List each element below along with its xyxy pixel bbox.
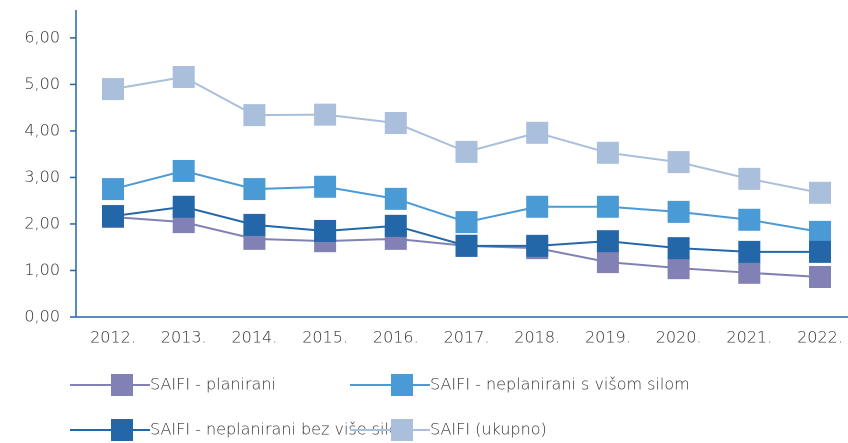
marker [667, 151, 690, 174]
y-tick-label: 1,00 [24, 260, 60, 279]
marker [102, 178, 124, 201]
marker [526, 234, 549, 257]
legend-label: SAIFI - neplanirani bez više silom [150, 420, 414, 439]
marker [314, 219, 337, 242]
y-tick-label: 0,00 [24, 307, 60, 326]
marker [596, 251, 619, 274]
marker [172, 195, 195, 218]
marker [172, 65, 195, 88]
legend-label: SAIFI (ukupno) [430, 420, 547, 439]
x-tick-label: 2014. [231, 328, 277, 347]
y-tick-label: 6,00 [24, 27, 60, 46]
marker [314, 103, 337, 126]
y-tick-label: 5,00 [24, 74, 60, 93]
series-line [112, 75, 821, 194]
marker [526, 195, 549, 218]
legend-label: SAIFI - neplanirani s višom silom [430, 375, 690, 394]
x-tick-label: 2020. [656, 328, 702, 347]
x-tick-label: 2016. [373, 328, 419, 347]
x-tick-label: 2012. [90, 328, 136, 347]
marker [738, 167, 761, 190]
marker [667, 257, 690, 280]
x-tick-label: 2019. [585, 328, 631, 347]
y-tick-label: 2,00 [24, 213, 60, 232]
marker [596, 230, 619, 253]
x-tick-label: 2017. [444, 328, 490, 347]
marker [667, 237, 690, 260]
marker [314, 175, 337, 198]
marker [526, 121, 549, 144]
x-tick-label: 2013. [161, 328, 207, 347]
legend-marker [391, 374, 413, 396]
marker [596, 195, 619, 218]
marker [243, 213, 266, 236]
marker [809, 240, 831, 263]
x-tick-label: 2018. [514, 328, 560, 347]
marker [243, 178, 266, 201]
marker [667, 200, 690, 223]
marker [455, 140, 478, 163]
legend-label: SAIFI - planirani [150, 375, 276, 394]
marker [102, 205, 124, 228]
x-tick-label: 2022. [797, 328, 843, 347]
y-tick-label: 4,00 [24, 120, 60, 139]
marker [243, 104, 266, 127]
legend-marker [111, 374, 133, 396]
x-tick-label: 2021. [726, 328, 772, 347]
marker [455, 211, 478, 234]
x-tick-label: 2015. [302, 328, 348, 347]
legend-marker [111, 419, 133, 441]
marker [738, 261, 761, 284]
marker [384, 187, 407, 210]
marker [172, 159, 195, 182]
marker [455, 234, 478, 257]
legend-marker [391, 419, 413, 441]
marker [809, 265, 831, 288]
marker [738, 240, 761, 263]
marker [809, 220, 831, 243]
marker [596, 141, 619, 164]
marker [384, 112, 407, 135]
marker [738, 208, 761, 231]
marker [384, 214, 407, 237]
marker [102, 78, 124, 101]
y-tick-label: 3,00 [24, 167, 60, 186]
marker [809, 181, 831, 204]
